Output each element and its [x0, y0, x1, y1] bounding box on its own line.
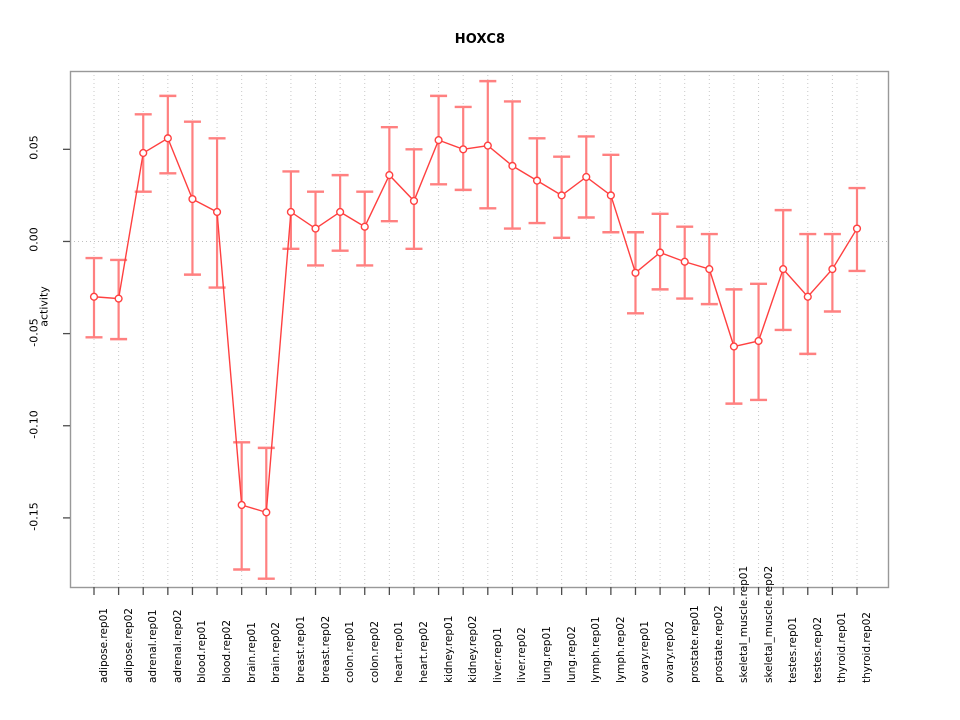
data-point-marker[interactable] — [705, 265, 714, 274]
x-tick-label: adipose.rep01 — [98, 608, 110, 683]
data-point-marker[interactable] — [803, 292, 812, 301]
data-point-marker[interactable] — [828, 265, 837, 274]
data-point-marker[interactable] — [655, 248, 665, 257]
x-tick-label: liver.rep01 — [491, 627, 504, 683]
x-tick-label: lymph.rep02 — [614, 616, 627, 683]
data-point-marker[interactable] — [212, 207, 222, 217]
series-polyline — [93, 137, 858, 514]
x-tick-label: kidney.rep02 — [467, 615, 480, 683]
x-tick-label: prostate.rep02 — [713, 605, 726, 683]
data-point-marker[interactable] — [532, 176, 542, 185]
x-tick-label: blood.rep02 — [221, 619, 234, 683]
data-line — [93, 137, 858, 514]
data-point-marker[interactable] — [434, 136, 443, 145]
data-point-marker[interactable] — [385, 171, 394, 180]
x-tick-label: blood.rep01 — [196, 619, 209, 683]
y-tick-label: -0.05 — [27, 317, 41, 347]
data-point-marker[interactable] — [237, 500, 246, 510]
page-title: HOXC8 — [454, 32, 506, 47]
x-tick-label: colon.rep01 — [344, 620, 357, 683]
data-point-marker[interactable] — [114, 294, 123, 303]
axis-ticks — [63, 148, 858, 595]
data-point-marker[interactable] — [139, 148, 148, 158]
data-point-marker[interactable] — [680, 257, 689, 266]
x-tick-label: breast.rep01 — [294, 615, 307, 683]
x-tick-label: adrenal.rep02 — [171, 609, 184, 683]
data-point-marker[interactable] — [336, 207, 345, 217]
x-tick-label: thyroid.rep02 — [861, 612, 873, 683]
data-point-marker[interactable] — [262, 508, 271, 517]
data-point-marker[interactable] — [360, 222, 369, 231]
x-tick-label: liver.rep02 — [516, 627, 529, 683]
x-tick-label: colon.rep02 — [368, 620, 381, 683]
data-point-marker[interactable] — [163, 134, 172, 143]
x-tick-label: adrenal.rep01 — [147, 609, 160, 683]
data-point-marker[interactable] — [286, 207, 296, 217]
x-tick-label: heart.rep02 — [417, 621, 430, 683]
y-tick-label: -0.15 — [27, 502, 41, 531]
data-point-marker[interactable] — [606, 191, 615, 200]
data-point-marker[interactable] — [779, 265, 788, 274]
x-tick-label: testes.rep01 — [787, 616, 800, 683]
data-point-marker[interactable] — [729, 342, 739, 351]
x-tick-label: heart.rep01 — [393, 621, 406, 683]
error-bars — [85, 79, 866, 580]
x-tick-label: adipose.rep02 — [122, 608, 135, 683]
data-markers — [89, 134, 862, 517]
x-tick-label: prostate.rep01 — [688, 605, 701, 683]
y-tick-label: -0.10 — [27, 410, 41, 439]
plot-frame — [69, 70, 890, 589]
data-point-marker[interactable] — [311, 224, 320, 233]
x-tick-label: brain.rep02 — [270, 622, 283, 683]
data-point-marker[interactable] — [409, 196, 419, 206]
x-tick-label: skeletal_muscle.rep01 — [737, 565, 750, 683]
data-point-marker[interactable] — [852, 224, 862, 233]
x-tick-label: testes.rep02 — [811, 616, 824, 683]
x-tick-label: lymph.rep01 — [590, 616, 603, 683]
data-point-marker[interactable] — [754, 336, 763, 346]
data-point-marker[interactable] — [557, 191, 566, 200]
data-point-marker[interactable] — [89, 292, 99, 301]
data-point-marker[interactable] — [483, 141, 492, 150]
y-tick-label: 0.05 — [27, 135, 41, 161]
y-tick-label: 0.00 — [27, 227, 41, 253]
x-tick-label: ovary.rep01 — [639, 620, 652, 683]
x-tick-label: breast.rep02 — [319, 615, 332, 683]
data-point-marker[interactable] — [188, 194, 197, 204]
grid-lines — [93, 71, 858, 587]
x-tick-label: brain.rep01 — [245, 622, 258, 683]
data-point-marker[interactable] — [631, 268, 640, 277]
data-point-marker[interactable] — [582, 172, 591, 182]
x-tick-label: skeletal_muscle.rep02 — [762, 565, 775, 683]
data-point-marker[interactable] — [508, 161, 517, 171]
x-tick-label: lung.rep01 — [541, 626, 554, 683]
x-tick-label: thyroid.rep01 — [836, 612, 849, 683]
data-point-marker[interactable] — [459, 145, 468, 154]
x-tick-label: lung.rep02 — [565, 626, 578, 683]
x-tick-label: kidney.rep01 — [442, 615, 455, 683]
x-tick-label: ovary.rep02 — [664, 620, 677, 683]
